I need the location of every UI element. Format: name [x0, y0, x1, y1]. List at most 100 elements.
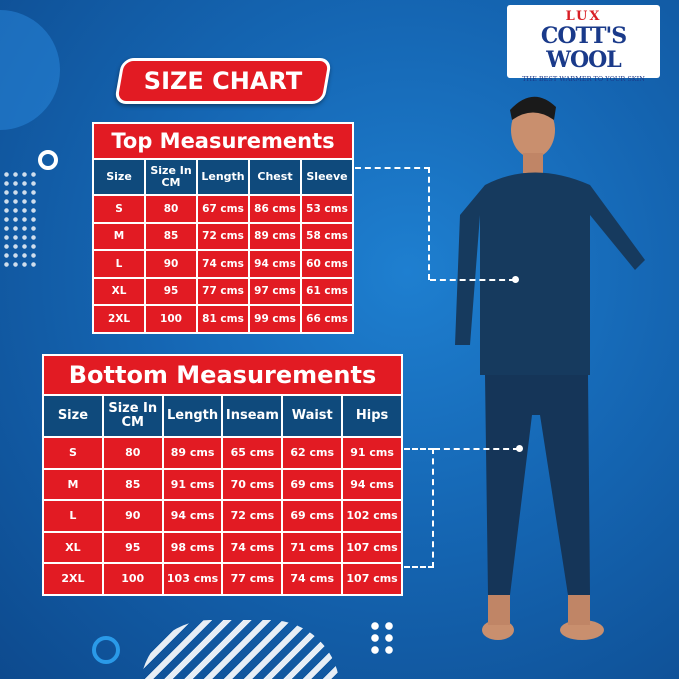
- table-cell: 53 cms: [302, 196, 352, 222]
- column-header: Inseam: [223, 396, 282, 436]
- top-pointer-dot: [512, 276, 519, 283]
- table-cell: 107 cms: [343, 564, 401, 594]
- table-row: S 80 67 cms 86 cms 53 cms: [94, 196, 352, 222]
- table-cell: 2XL: [44, 564, 102, 594]
- table-row: XL 95 77 cms 97 cms 61 cms: [94, 278, 352, 304]
- model-figure: [455, 96, 645, 640]
- table-cell: 90: [103, 501, 162, 531]
- bottom-pointer-line: [404, 448, 434, 568]
- table-row: L 90 94 cms 72 cms 69 cms 102 cms: [44, 501, 401, 531]
- column-header: Size: [44, 396, 102, 436]
- logo-brand: COTT'S WOOL: [540, 23, 627, 73]
- table-cell: 74 cms: [198, 251, 248, 277]
- table-cell: 95: [103, 532, 162, 562]
- table-cell: L: [44, 501, 102, 531]
- table-cell: 85: [146, 223, 196, 249]
- top-measurements-table: Top Measurements Size Size In CM Length Ches…: [92, 122, 354, 334]
- table-cell: 91 cms: [343, 438, 401, 468]
- table-cell: 67 cms: [198, 196, 248, 222]
- column-header: Length: [198, 160, 248, 194]
- table-cell: 100: [103, 564, 162, 594]
- table-cell: 58 cms: [302, 223, 352, 249]
- decor-stripes: [140, 620, 340, 679]
- table-row: S 80 89 cms 65 cms 62 cms 91 cms: [44, 438, 401, 468]
- column-header: Sleeve: [302, 160, 352, 194]
- table-cell: 80: [103, 438, 162, 468]
- top-pointer-line-2: [430, 279, 515, 281]
- table-cell: 77 cms: [198, 278, 248, 304]
- logo-tagline: THE BEST WARMER TO YOUR SKIN: [522, 75, 645, 83]
- table-cell: S: [94, 196, 144, 222]
- column-header: Waist: [283, 396, 342, 436]
- table-cell: 89 cms: [163, 438, 222, 468]
- brand-logo: LUX COTT'S WOOL THE BEST WARMER TO YOUR …: [507, 5, 660, 83]
- table-cell: XL: [44, 532, 102, 562]
- column-header: Hips: [343, 396, 401, 436]
- table-cell: 2XL: [94, 306, 144, 332]
- table-cell: S: [44, 438, 102, 468]
- logo-lux: LUX: [565, 9, 602, 24]
- decor-dots: [368, 620, 396, 656]
- table-row: XL 95 98 cms 74 cms 71 cms 107 cms: [44, 532, 401, 562]
- table-cell: 94 cms: [163, 501, 222, 531]
- column-header: Chest: [250, 160, 300, 194]
- decor-ring-bottom: [92, 636, 120, 664]
- bottom-measurements-table: Bottom Measurements Size Size In CM Length I…: [42, 354, 403, 596]
- table-cell: 89 cms: [250, 223, 300, 249]
- table-title: Bottom Measurements: [44, 356, 401, 394]
- table-cell: 61 cms: [302, 278, 352, 304]
- table-row: M 85 72 cms 89 cms 58 cms: [94, 223, 352, 249]
- table-cell: 107 cms: [343, 532, 401, 562]
- table-cell: L: [94, 251, 144, 277]
- table-title: Top Measurements: [94, 124, 352, 158]
- table-cell: M: [44, 469, 102, 499]
- table-cell: 102 cms: [343, 501, 401, 531]
- badge-text: SIZE CHART: [143, 67, 303, 95]
- table-cell: 81 cms: [198, 306, 248, 332]
- decor-circle: [0, 10, 60, 130]
- table-cell: 86 cms: [250, 196, 300, 222]
- column-header: Size In CM: [146, 160, 196, 194]
- table-cell: 85: [103, 469, 162, 499]
- table-row: 2XL 100 81 cms 99 cms 66 cms: [94, 306, 352, 332]
- decor-ring: [38, 150, 58, 170]
- table-cell: 90: [146, 251, 196, 277]
- table-cell: 69 cms: [283, 469, 342, 499]
- table-cell: 95: [146, 278, 196, 304]
- table-cell: 80: [146, 196, 196, 222]
- table-cell: 91 cms: [163, 469, 222, 499]
- table-cell: 100: [146, 306, 196, 332]
- model-hair: [510, 96, 556, 120]
- table-cell: 70 cms: [223, 469, 282, 499]
- top-pointer-line: [355, 167, 430, 280]
- decor-dots-left: [2, 170, 38, 270]
- table-cell: 97 cms: [250, 278, 300, 304]
- table-cell: 94 cms: [343, 469, 401, 499]
- table-row: 2XL 100 103 cms 77 cms 74 cms 107 cms: [44, 564, 401, 594]
- table-cell: 72 cms: [198, 223, 248, 249]
- table-cell: 71 cms: [283, 532, 342, 562]
- model-bottom: [485, 375, 590, 595]
- table-cell: 72 cms: [223, 501, 282, 531]
- column-header: Size In CM: [103, 396, 162, 436]
- column-header: Length: [163, 396, 222, 436]
- table-cell: 99 cms: [250, 306, 300, 332]
- table-cell: 62 cms: [283, 438, 342, 468]
- column-header: Size: [94, 160, 144, 194]
- model-top: [455, 172, 645, 375]
- model-head: [511, 102, 555, 158]
- table-cell: XL: [94, 278, 144, 304]
- table-cell: 60 cms: [302, 251, 352, 277]
- size-chart-badge: SIZE CHART: [113, 58, 333, 104]
- table-cell: 103 cms: [163, 564, 222, 594]
- bottom-pointer-dot: [516, 445, 523, 452]
- table-cell: 65 cms: [223, 438, 282, 468]
- table-cell: 77 cms: [223, 564, 282, 594]
- table-cell: 74 cms: [223, 532, 282, 562]
- table-row: M 85 91 cms 70 cms 69 cms 94 cms: [44, 469, 401, 499]
- table-cell: 74 cms: [283, 564, 342, 594]
- bottom-pointer-line-2: [434, 448, 519, 450]
- table-cell: 66 cms: [302, 306, 352, 332]
- table-cell: M: [94, 223, 144, 249]
- table-cell: 94 cms: [250, 251, 300, 277]
